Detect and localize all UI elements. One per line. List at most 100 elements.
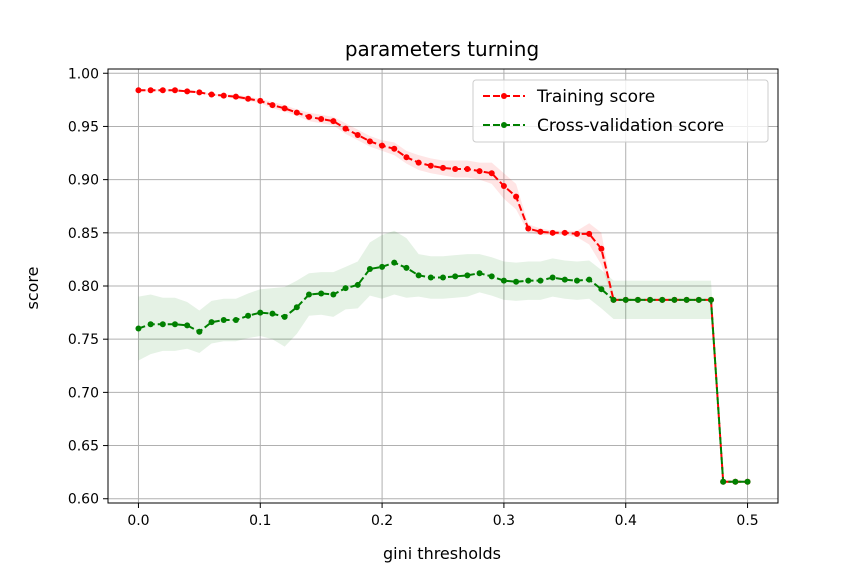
training-score-point (391, 145, 398, 152)
training-score-point (488, 170, 495, 177)
cross-validation-score-point (415, 272, 422, 279)
cross-validation-score-point (342, 285, 349, 292)
y-tick-label: 0.75 (68, 332, 99, 348)
y-tick-label: 0.60 (68, 492, 99, 508)
y-axis-ticks: 0.60 0.65 0.70 0.75 0.80 0.85 0.90 0.95 1.00 (68, 66, 108, 508)
y-axis-label: score (23, 267, 42, 310)
training-score-point (500, 183, 507, 190)
cross-validation-score-point (293, 304, 300, 311)
training-score-point (281, 105, 288, 112)
series-points (135, 87, 751, 485)
y-tick-label: 0.95 (68, 119, 99, 135)
cross-validation-score-point (732, 478, 739, 485)
y-tick-label: 0.90 (68, 173, 99, 189)
cross-validation-score-point (208, 319, 215, 326)
cross-validation-score-point (610, 296, 617, 303)
training-score-point (245, 95, 252, 102)
training-score-point (318, 115, 325, 122)
cross-validation-score-point (561, 276, 568, 283)
cross-validation-score-point (354, 281, 361, 288)
training-score-point (561, 229, 568, 236)
cross-validation-score-point (440, 274, 446, 281)
legend-training-score-marker (501, 93, 507, 99)
cross-validation-score-point (452, 273, 459, 280)
cross-validation-score-point (622, 296, 629, 303)
training-score-point (452, 165, 459, 172)
training-score-point (574, 230, 580, 237)
training-score-point (220, 92, 227, 99)
cross-validation-score-point (488, 273, 495, 280)
cross-validation-score-point (184, 322, 191, 329)
cross-validation-score-point (245, 312, 252, 319)
training-score-point (232, 93, 239, 100)
training-score-point (159, 87, 166, 94)
training-score-point (184, 88, 191, 95)
legend-cross-validation-score-marker (501, 122, 507, 128)
cross-validation-score-point (391, 259, 398, 266)
training-score-point (306, 113, 312, 120)
grid (108, 69, 778, 503)
x-tick-label: 0.3 (493, 513, 515, 529)
x-tick-label: 0.5 (736, 513, 758, 529)
cross-validation-score-point (147, 321, 154, 328)
training-score-point (366, 138, 373, 145)
training-score-point (598, 245, 605, 252)
x-axis-ticks: 0.0 0.1 0.2 0.3 0.4 0.5 (127, 503, 759, 529)
training-score-point (464, 165, 471, 172)
cross-validation-score-point (744, 478, 751, 485)
x-axis-label: gini thresholds (383, 544, 501, 563)
training-score-point (172, 87, 178, 94)
cross-validation-score-point (257, 309, 264, 316)
training-score-point (537, 228, 544, 235)
x-tick-label: 0.0 (127, 513, 149, 529)
x-tick-label: 0.1 (249, 513, 271, 529)
training-score-point (427, 162, 434, 169)
cross-validation-score-point (318, 290, 325, 297)
cross-validation-score-point (232, 317, 239, 324)
training-score-point (342, 125, 349, 132)
cross-validation-score-point (269, 310, 276, 317)
legend: Training score Cross-validation score (472, 79, 769, 143)
training-score-point (415, 159, 422, 166)
training-score-point (476, 168, 483, 175)
training-score-point (269, 102, 276, 109)
cross-validation-score-point (708, 296, 714, 303)
cross-validation-score-point (306, 291, 312, 298)
training-score-line (138, 89, 748, 483)
cross-validation-score-point (659, 296, 666, 303)
cross-validation-score-band (138, 230, 748, 483)
cross-validation-score-point (403, 264, 410, 271)
cross-validation-score-point (634, 296, 641, 303)
legend-training-score-label: Training score (536, 87, 655, 107)
legend-box (472, 79, 769, 143)
cross-validation-score-point (671, 296, 678, 303)
cross-validation-score-point (464, 272, 471, 279)
cross-validation-score-point (220, 317, 227, 324)
training-score-point (147, 87, 154, 94)
cross-validation-score-point (574, 277, 580, 284)
cross-validation-score-point (379, 263, 386, 270)
training-score-point (525, 225, 532, 232)
training-score-point (354, 131, 361, 138)
y-tick-label: 0.70 (68, 385, 99, 401)
training-score-point (513, 193, 520, 200)
training-score-point (440, 164, 446, 171)
training-score-point (549, 229, 556, 236)
training-score-point (135, 87, 142, 94)
cross-validation-score-point (427, 274, 434, 281)
training-score-point (330, 118, 337, 125)
training-score-point (379, 142, 386, 149)
x-tick-label: 0.4 (615, 513, 637, 529)
cross-validation-score-point (647, 296, 654, 303)
cross-validation-score-point (598, 286, 605, 293)
cross-validation-score-point (172, 321, 178, 328)
training-score-point (293, 109, 300, 116)
training-score-point (196, 89, 203, 96)
cross-validation-score-point (476, 270, 483, 277)
training-score-point (257, 97, 264, 104)
y-tick-label: 1.00 (68, 66, 99, 82)
chart-title: parameters turning (345, 37, 539, 61)
cross-validation-score-point (695, 296, 702, 303)
y-tick-label: 0.85 (68, 226, 99, 242)
cross-validation-score-point (683, 296, 690, 303)
